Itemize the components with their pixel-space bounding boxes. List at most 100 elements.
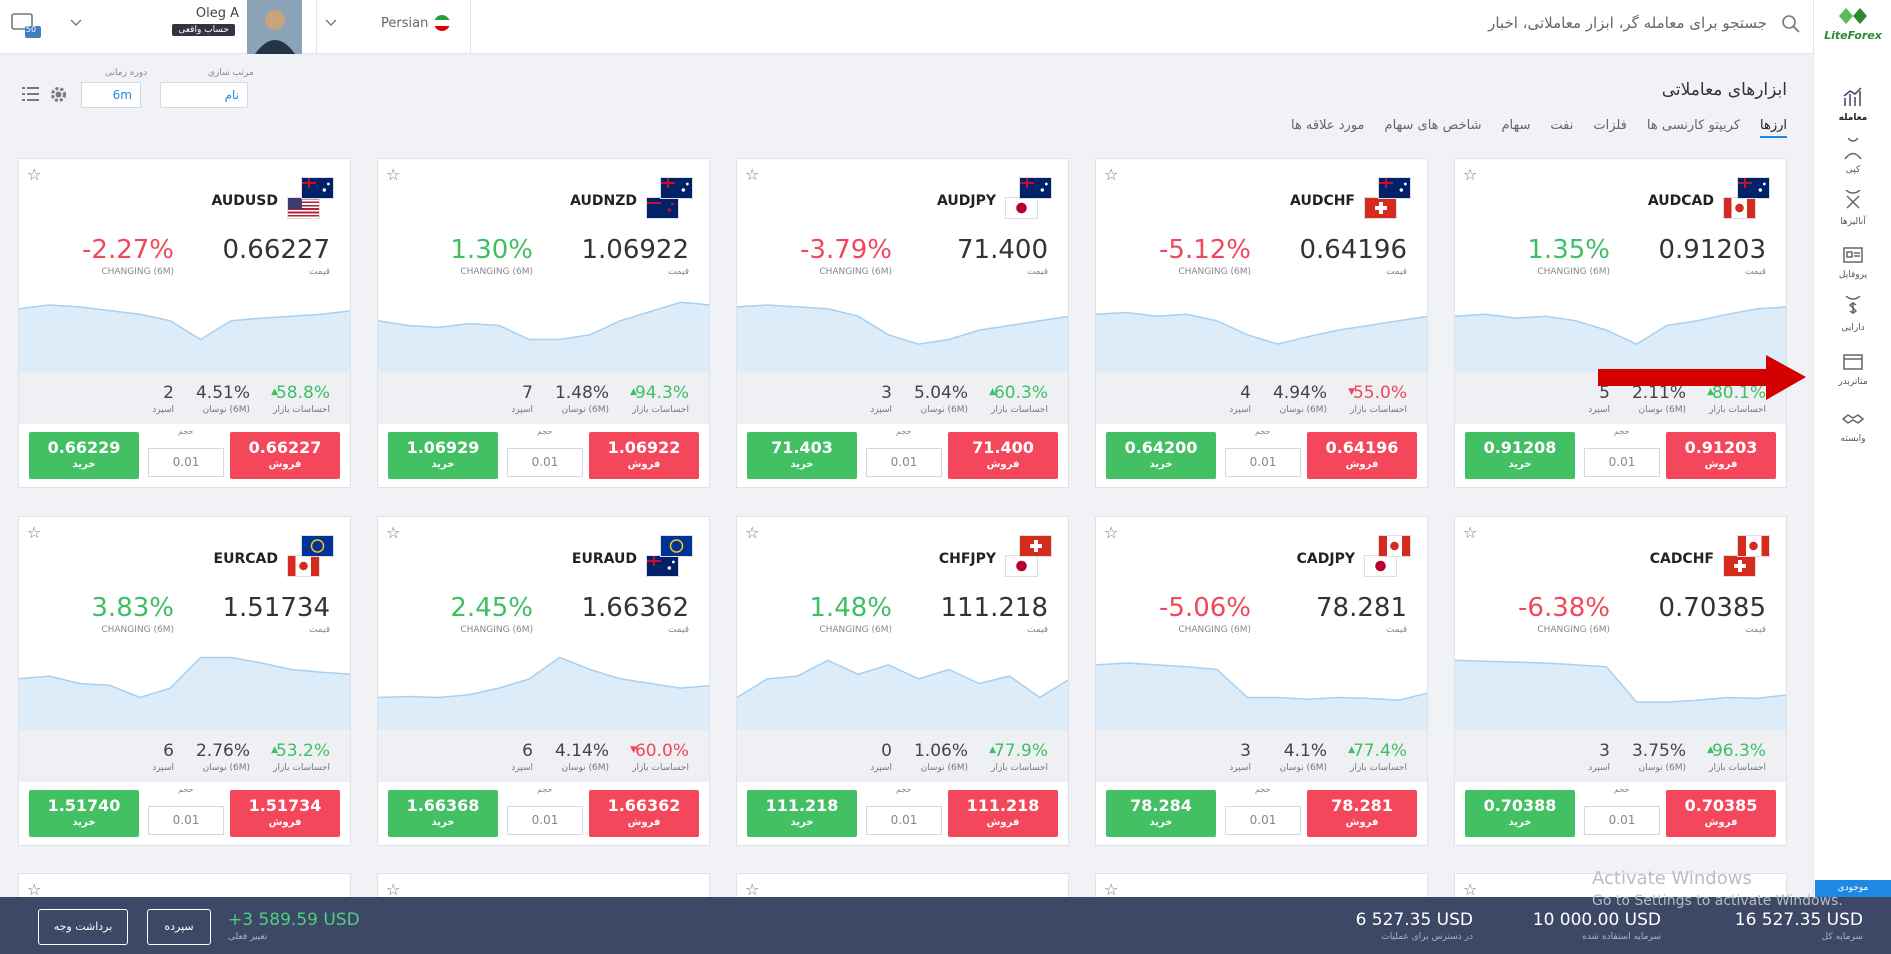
sidebar-item[interactable]: وابسته [1814,407,1891,444]
flag-quote [287,555,320,577]
sell-button[interactable]: 0.91203 فروش [1666,432,1776,479]
change: -3.79% [800,235,892,265]
volume-input[interactable]: 0.01 [507,806,583,835]
avatar[interactable] [247,0,302,54]
stats-band [737,372,1068,424]
tab[interactable]: فلزات [1593,118,1627,133]
sparkline-line [378,301,709,341]
search-icon[interactable] [1781,14,1801,34]
volume-input[interactable]: 0.01 [507,448,583,477]
favorite-star[interactable]: ☆ [745,523,760,542]
volume-input[interactable]: 0.01 [866,448,942,477]
buy-button[interactable]: 0.64200 خرید [1106,432,1216,479]
tab[interactable]: کریپتو کارنسی ها [1646,118,1741,133]
tab[interactable]: نفت [1550,118,1574,133]
sidebar-item[interactable]: آنالیزها [1814,190,1891,227]
tab[interactable]: ارزها [1760,118,1787,138]
language[interactable]: Persian [381,16,429,31]
buy-button[interactable]: 1.06929 خرید [388,432,498,479]
sparkline [378,656,709,730]
sell-button[interactable]: 0.70385 فروش [1666,790,1776,837]
tab[interactable]: شاخص های سهام [1384,118,1482,133]
instrument-card[interactable]: ☆ AUDCHF 0.64196 قیمت -5.12% CHANGING (6M) ▼ 55… [1095,158,1428,488]
settings-icon[interactable] [50,86,67,103]
deposit-button[interactable]: سپرده [147,909,211,945]
sidebar-icon [1843,87,1862,106]
instrument-card[interactable]: ☆ CHFJPY 111.218 قیمت 1.48% CHANGING (6M) ▲ 77.… [736,516,1069,846]
sidebar-item[interactable]: دارایی [1814,296,1891,333]
buy-button[interactable]: 0.91208 خرید [1465,432,1575,479]
flag-base [1737,177,1770,199]
volume-input[interactable]: 0.01 [148,448,224,477]
list-view-icon[interactable] [22,86,40,102]
favorite-star[interactable]: ☆ [27,880,42,899]
instrument-card[interactable]: ☆ CADJPY 78.281 قیمت -5.06% CHANGING (6M) ▲ 77.… [1095,516,1428,846]
favorite-star[interactable]: ☆ [27,523,42,542]
favorite-star[interactable]: ☆ [1463,880,1478,899]
stats-band [378,372,709,424]
sell-button[interactable]: 1.66362 فروش [589,790,699,837]
volume-input[interactable]: 0.01 [866,806,942,835]
sparkline [1455,659,1786,730]
chevron[interactable] [70,18,82,28]
chat-icon[interactable] [10,12,42,40]
favorite-star[interactable]: ☆ [1104,880,1119,899]
instrument-card[interactable]: ☆ AUDCAD 0.91203 قیمت 1.35% CHANGING (6M) ▲ 80.… [1454,158,1787,488]
price: 1.66362 [581,593,689,623]
sell-button[interactable]: 71.400 فروش [948,432,1058,479]
change-label: CHANGING (6M) [460,267,533,277]
sidebar-item[interactable]: پروفایل [1814,243,1891,280]
favorite-star[interactable]: ☆ [386,165,401,184]
sidebar-item[interactable]: کپی [1814,138,1891,175]
favorite-star[interactable]: ☆ [1104,165,1119,184]
volume-label: حجم [896,427,912,436]
period-select[interactable]: 6m [81,82,141,108]
sidebar-item[interactable]: معامله [1814,86,1891,123]
buy-button[interactable]: 78.284 خرید [1106,790,1216,837]
change-label: CHANGING (6M) [1537,625,1610,635]
sort-select[interactable]: نام [160,82,248,108]
instrument-card[interactable]: ☆ AUDUSD 0.66227 قیمت -2.27% CHANGING (6M) ▲ 58… [18,158,351,488]
sell-button[interactable]: 111.218 فروش [948,790,1058,837]
favorite-star[interactable]: ☆ [27,165,42,184]
favorite-star[interactable]: ☆ [1463,165,1478,184]
sentiment: 55.0% [1352,383,1407,403]
tab[interactable]: مورد علاقه ها [1290,118,1365,133]
favorite-star[interactable]: ☆ [386,523,401,542]
buy-button[interactable]: 71.403 خرید [747,432,857,479]
chevron[interactable] [325,18,337,28]
favorite-star[interactable]: ☆ [1104,523,1119,542]
volume-input[interactable]: 0.01 [1584,806,1660,835]
sell-button[interactable]: 78.281 فروش [1307,790,1417,837]
sidebar-item[interactable]: متاتریدر [1814,350,1891,387]
instrument-card[interactable]: ☆ EURCAD 1.51734 قیمت 3.83% CHANGING (6M) ▲ 53.… [18,516,351,846]
sell-button[interactable]: 0.66227 فروش [230,432,340,479]
volume-input[interactable]: 0.01 [1225,806,1301,835]
balance-tab[interactable]: موجودی [1815,880,1891,897]
buy-button[interactable]: 0.70388 خرید [1465,790,1575,837]
favorite-star[interactable]: ☆ [745,165,760,184]
favorite-star[interactable]: ☆ [386,880,401,899]
instrument-card[interactable]: ☆ CADCHF 0.70385 قیمت -6.38% CHANGING (6M) ▲ 96… [1454,516,1787,846]
volume-input[interactable]: 0.01 [1584,448,1660,477]
buy-button[interactable]: 1.51740 خرید [29,790,139,837]
spread-label: اسپرد [152,763,174,773]
buy-button[interactable]: 1.66368 خرید [388,790,498,837]
sell-button[interactable]: 0.64196 فروش [1307,432,1417,479]
sell-button[interactable]: 1.06922 فروش [589,432,699,479]
icon-path [1845,296,1861,314]
buy-button[interactable]: 111.218 خرید [747,790,857,837]
volume-input[interactable]: 0.01 [1225,448,1301,477]
instrument-card[interactable]: ☆ AUDNZD 1.06922 قیمت 1.30% CHANGING (6M) ▲ 94.… [377,158,710,488]
volume-input[interactable]: 0.01 [148,806,224,835]
flag-quote [1005,197,1038,219]
instrument-card[interactable]: ☆ AUDJPY 71.400 قیمت -3.79% CHANGING (6M) ▲ 60.… [736,158,1069,488]
favorite-star[interactable]: ☆ [745,880,760,899]
search-input[interactable]: جستجو برای معامله گر، ابزار معاملاتی، اخ… [1488,14,1767,32]
tab[interactable]: سهام [1501,118,1531,133]
withdraw-button[interactable]: برداشت وجه [38,909,128,945]
instrument-card[interactable]: ☆ EURAUD 1.66362 قیمت 2.45% CHANGING (6M) ▼ 60.… [377,516,710,846]
favorite-star[interactable]: ☆ [1463,523,1478,542]
buy-button[interactable]: 0.66229 خرید [29,432,139,479]
sell-button[interactable]: 1.51734 فروش [230,790,340,837]
